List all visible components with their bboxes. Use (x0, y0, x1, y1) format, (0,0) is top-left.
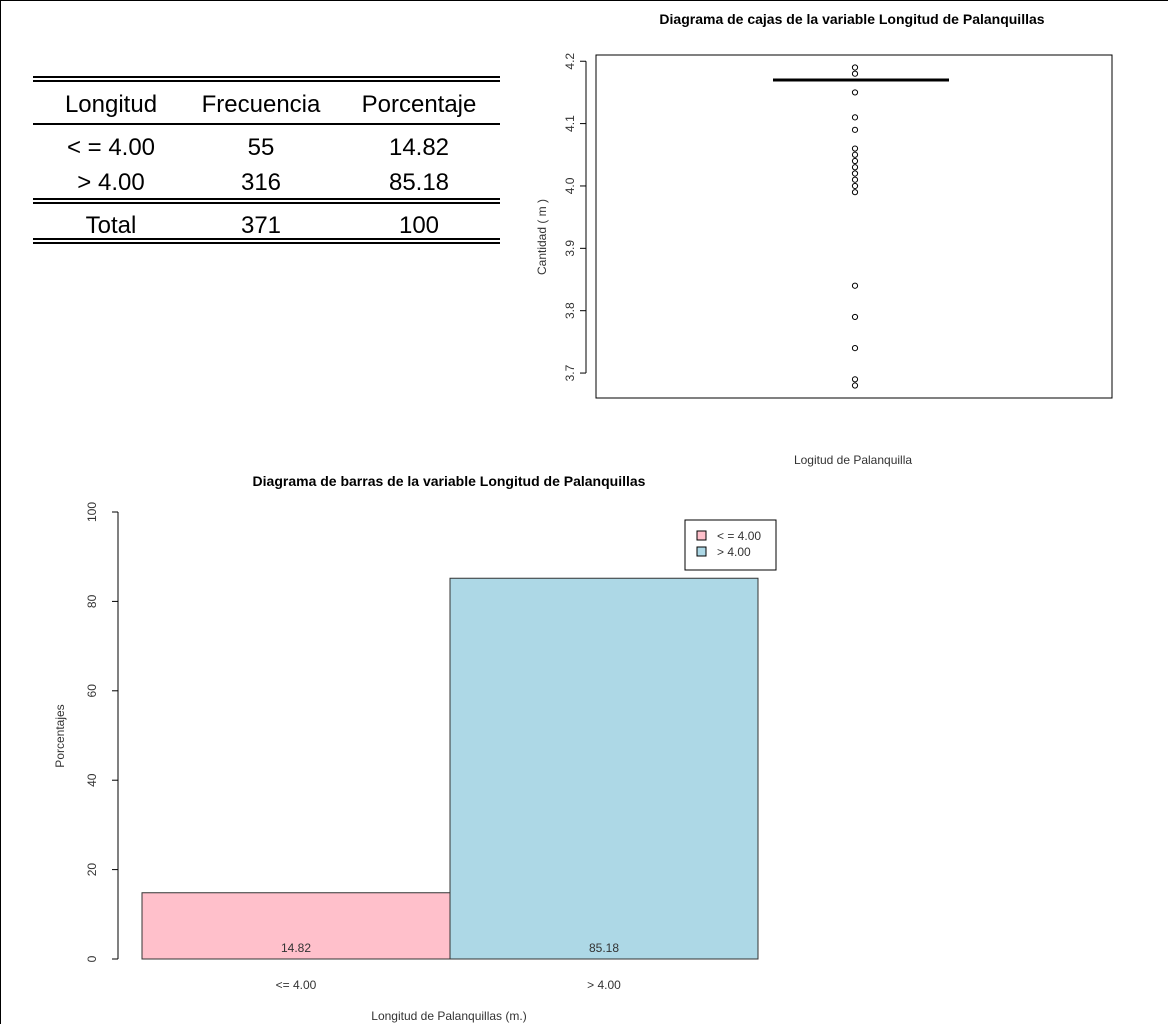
bar-chart-y-tick-label: 80 (85, 594, 99, 608)
box-plot-outlier-point (851, 170, 859, 177)
box-plot-outlier-point (851, 382, 859, 389)
bar-chart-y-tick-label: 100 (85, 502, 99, 522)
box-plot-y-tick-label: 3.9 (563, 240, 577, 257)
table-header-porcentaje: Porcentaje (362, 91, 477, 118)
table-header-longitud: Longitud (65, 91, 157, 118)
box-plot-outlier-point (851, 189, 859, 196)
table-cell-row1-frecuencia: 55 (248, 134, 275, 161)
bar-value-label: 14.82 (281, 941, 311, 955)
bar-category-label: <= 4.00 (276, 978, 317, 992)
box-plot-outlier-point (851, 114, 859, 121)
table-total-porcentaje: 100 (399, 212, 439, 239)
box-plot-xlabel: Logitud de Palanquilla (794, 453, 912, 467)
box-plot-outlier-point (851, 126, 859, 133)
legend-label-gt: > 4.00 (717, 545, 751, 559)
table-cell-row2-longitud: > 4.00 (77, 169, 144, 196)
table-cell-row1-porcentaje: 14.82 (389, 134, 449, 161)
box-plot-outlier-point (851, 164, 859, 171)
legend-swatch-blue (696, 546, 707, 557)
box-plot-y-tick-label: 3.7 (563, 364, 577, 381)
legend-box (684, 519, 777, 571)
bar-chart-legend: < = 4.00 > 4.00 (684, 519, 777, 571)
box-plot-chart: Diagrama de cajas de la variable Longitu… (535, 11, 1113, 467)
bar-chart-y-tick-label: 40 (85, 773, 99, 787)
box-plot-y-tick-label: 4.0 (563, 177, 577, 194)
box-plot-outlier-point (851, 176, 859, 183)
box-plot-outlier-point (851, 151, 859, 158)
box-plot-ylabel: Cantidad ( m ) (535, 199, 549, 275)
bar-chart-y-tick-label: 60 (85, 684, 99, 698)
box-plot-outlier-point (851, 89, 859, 96)
bar-chart-ylabel: Porcentajes (53, 704, 67, 767)
bar-category-label: > 4.00 (587, 978, 621, 992)
table-cell-row2-frecuencia: 316 (241, 169, 281, 196)
bar-2 (449, 577, 759, 960)
table-total-label: Total (86, 212, 137, 239)
table-cell-row1-longitud: < = 4.00 (67, 134, 155, 161)
bar-chart-xlabel: Longitud de Palanquillas (m.) (371, 1009, 526, 1023)
box-plot-outlier-point (851, 345, 859, 352)
box-plot-outlier-point (851, 376, 859, 383)
bar-chart: Diagrama de barras de la variable Longit… (53, 473, 777, 1023)
frequency-table: Longitud Frecuencia Porcentaje < = 4.00 … (33, 76, 500, 244)
bar-value-label: 85.18 (589, 941, 619, 955)
bar-chart-y-tick-label: 20 (85, 863, 99, 877)
legend-label-le: < = 4.00 (717, 529, 761, 543)
bar-chart-y-tick-label: 0 (85, 955, 99, 962)
box-plot-y-tick-label: 4.1 (563, 115, 577, 132)
box-plot-frame (595, 54, 1113, 399)
box-plot-outlier-point (851, 64, 859, 71)
box-plot-outlier-point (851, 282, 859, 289)
legend-swatch-pink (696, 530, 707, 541)
box-plot-outlier-point (851, 145, 859, 152)
box-plot-title: Diagrama de cajas de la variable Longitu… (659, 11, 1044, 27)
box-plot-outlier-point (851, 70, 859, 77)
box-plot-outlier-point (851, 182, 859, 190)
table-cell-row2-porcentaje: 85.18 (389, 169, 449, 196)
box-plot-y-tick-label: 4.2 (563, 53, 577, 70)
box-plot-y-tick-label: 3.8 (563, 302, 577, 319)
bar-1 (141, 892, 451, 960)
box-plot-outlier-point (851, 157, 859, 165)
box-plot-outlier-point (851, 313, 859, 321)
table-header-frecuencia: Frecuencia (202, 91, 321, 118)
table-total-frecuencia: 371 (241, 212, 281, 239)
bar-chart-title: Diagrama de barras de la variable Longit… (253, 473, 646, 489)
